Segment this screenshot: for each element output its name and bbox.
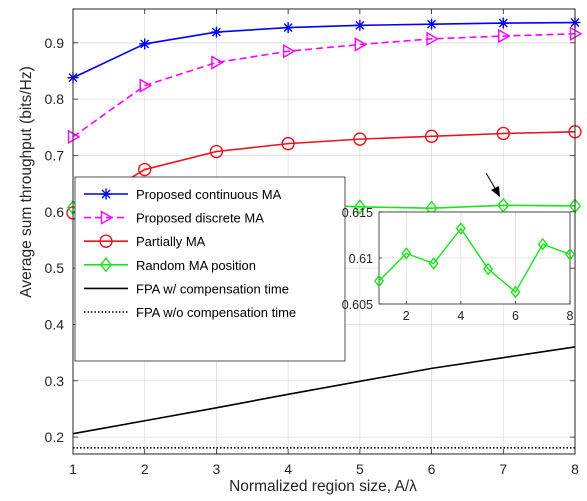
main-series bbox=[66, 17, 583, 449]
legend-label-fpa-w-compensation-time: FPA w/ compensation time bbox=[136, 281, 289, 296]
data-point-proposed-continuous-ma bbox=[210, 26, 222, 38]
legend-label-fpa-w-o-compensation-time: FPA w/o compensation time bbox=[136, 305, 296, 320]
x-axis-title: Normalized region size, A/λ bbox=[229, 478, 417, 495]
y-tick-label: 0.7 bbox=[45, 147, 65, 163]
data-point-proposed-continuous-ma bbox=[426, 18, 438, 30]
data-point-proposed-continuous-ma bbox=[139, 38, 151, 50]
x-tick-label: 6 bbox=[428, 461, 436, 477]
y-tick-label: 0.2 bbox=[45, 429, 65, 445]
legend-label-proposed-continuous-ma: Proposed continuous MA bbox=[136, 187, 282, 202]
x-tick-label: 2 bbox=[141, 461, 149, 477]
y-tick-label: 0.8 bbox=[45, 91, 65, 107]
plot-frame bbox=[72, 8, 576, 455]
series-line-proposed-discrete-ma bbox=[72, 32, 576, 138]
arrow-shaft bbox=[485, 172, 497, 191]
zoom-arrow bbox=[485, 172, 500, 197]
data-point-proposed-discrete-ma bbox=[211, 55, 224, 70]
arrow-head bbox=[491, 186, 500, 197]
series-line-partially-ma bbox=[72, 130, 576, 214]
data-point-proposed-continuous-ma bbox=[497, 17, 509, 29]
y-tick-label: 0.3 bbox=[45, 373, 65, 389]
inset-data-point bbox=[564, 247, 576, 261]
inset-series-line bbox=[378, 227, 571, 294]
inset-x-tick-label: 2 bbox=[403, 309, 410, 323]
data-point-proposed-discrete-ma bbox=[282, 44, 296, 59]
x-tick-labels: 1 2 3 4 5 6 7 8 bbox=[69, 461, 579, 477]
legend-marker-proposed-discrete-ma bbox=[100, 210, 114, 225]
legend-marker-random-ma-position bbox=[99, 257, 113, 273]
data-point-proposed-continuous-ma bbox=[354, 19, 366, 31]
data-point-partially-ma bbox=[353, 132, 367, 146]
main-axes bbox=[72, 8, 576, 455]
x-tick-label: 7 bbox=[499, 461, 507, 477]
legend: Proposed continuous MA Proposed discrete … bbox=[74, 176, 346, 362]
inset-data-point bbox=[483, 262, 494, 276]
legend-marker-proposed-continuous-ma bbox=[100, 188, 112, 200]
y-axis-title: Average sum throughput (bits/Hz) bbox=[18, 66, 35, 297]
data-point-partially-ma bbox=[496, 126, 510, 141]
inset-data-point bbox=[373, 274, 385, 288]
y-tick-label: 0.5 bbox=[45, 260, 65, 276]
inset-x-tick-label: 6 bbox=[512, 309, 519, 323]
y-tick-label: 0.4 bbox=[45, 316, 65, 332]
data-point-partially-ma bbox=[281, 136, 295, 151]
legend-box bbox=[74, 176, 346, 362]
inset-y-tick-label: 0.605 bbox=[342, 298, 373, 312]
series-line-proposed-continuous-ma bbox=[72, 21, 576, 79]
x-tick-label: 5 bbox=[356, 461, 364, 477]
data-point-proposed-discrete-ma bbox=[426, 31, 439, 47]
inset-data-point bbox=[537, 237, 548, 251]
inset-x-tick-label: 8 bbox=[567, 309, 574, 323]
legend-label-random-ma-position: Random MA position bbox=[136, 258, 256, 273]
inset-data-point bbox=[510, 285, 521, 299]
data-point-random-ma-position bbox=[353, 199, 366, 215]
data-point-proposed-discrete-ma bbox=[67, 129, 81, 145]
data-point-proposed-discrete-ma bbox=[354, 37, 368, 52]
inset-data-point bbox=[428, 257, 439, 270]
inset-frame bbox=[378, 211, 571, 305]
inset-y-tick-label: 0.61 bbox=[349, 252, 373, 266]
legend-marker-partially-ma bbox=[99, 234, 113, 248]
y-tick-label: 0.6 bbox=[45, 204, 65, 220]
x-tick-label: 4 bbox=[284, 461, 292, 477]
data-point-proposed-discrete-ma bbox=[498, 28, 511, 44]
x-tick-label: 1 bbox=[69, 461, 77, 477]
data-point-partially-ma bbox=[424, 129, 439, 144]
legend-label-proposed-discrete-ma: Proposed discrete MA bbox=[136, 211, 264, 226]
series-line-fpa-w-compensation-time bbox=[72, 346, 576, 435]
x-tick-label: 3 bbox=[213, 461, 221, 477]
inset-y-tick-label: 0.615 bbox=[342, 206, 373, 220]
inset-x-tick-label: 4 bbox=[457, 309, 464, 323]
legend-label-partially-ma: Partially MA bbox=[136, 234, 206, 249]
data-point-proposed-continuous-ma bbox=[282, 22, 294, 34]
data-point-proposed-discrete-ma bbox=[139, 78, 153, 93]
inset-zoom-plot: 2 4 6 8 0.605 0.61 0.615 bbox=[342, 206, 576, 323]
x-tick-label: 8 bbox=[571, 461, 579, 477]
y-tick-labels: 0.2 0.3 0.4 0.5 0.6 0.7 0.8 0.9 bbox=[45, 35, 65, 445]
data-point-partially-ma bbox=[138, 162, 152, 177]
inset-data-point bbox=[401, 247, 412, 260]
inset-data-point bbox=[455, 222, 466, 235]
y-tick-label: 0.9 bbox=[45, 35, 65, 51]
data-point-partially-ma bbox=[209, 144, 224, 159]
data-point-proposed-discrete-ma bbox=[569, 26, 583, 41]
